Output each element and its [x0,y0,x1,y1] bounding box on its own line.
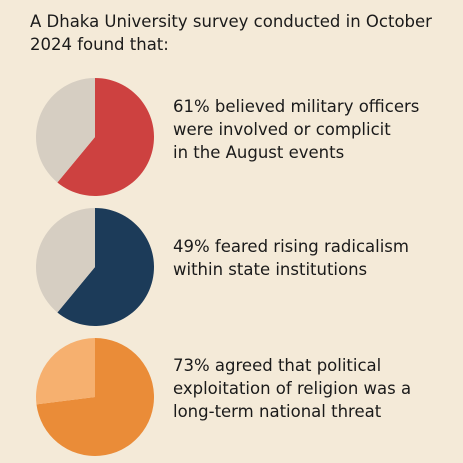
stat-line: were involved or complicit [173,120,391,139]
stat-radicalism: 49% feared rising radicalism within stat… [173,235,458,281]
stat-line: in the August events [173,143,345,162]
stat-military-officers: 61% believed military officers were invo… [173,95,458,164]
pie-slice-highlight [57,78,154,196]
pie-svg [36,338,154,456]
stat-line: long-term national threat [173,402,382,421]
pie-svg [36,208,154,326]
pie-slice-highlight [36,338,154,456]
pie-slice-highlight [57,208,154,326]
pie-slice-remainder [36,78,95,183]
pie-slice-remainder [36,338,95,405]
pie-chart-radicalism [36,208,154,326]
pie-slice-remainder [36,208,95,313]
stat-line: exploitation of religion was a [173,379,412,398]
stat-line: 49% feared rising radicalism [173,237,409,256]
pie-chart-military-officers [36,78,154,196]
survey-intro-text: A Dhaka University survey conducted in O… [30,12,432,54]
stat-line: 61% believed military officers [173,97,420,116]
stat-line: within state institutions [173,260,368,279]
stat-religion-exploitation: 73% agreed that political exploitation o… [173,354,458,423]
pie-chart-religion-exploitation [36,338,154,456]
stat-line: 73% agreed that political [173,356,382,375]
pie-svg [36,78,154,196]
